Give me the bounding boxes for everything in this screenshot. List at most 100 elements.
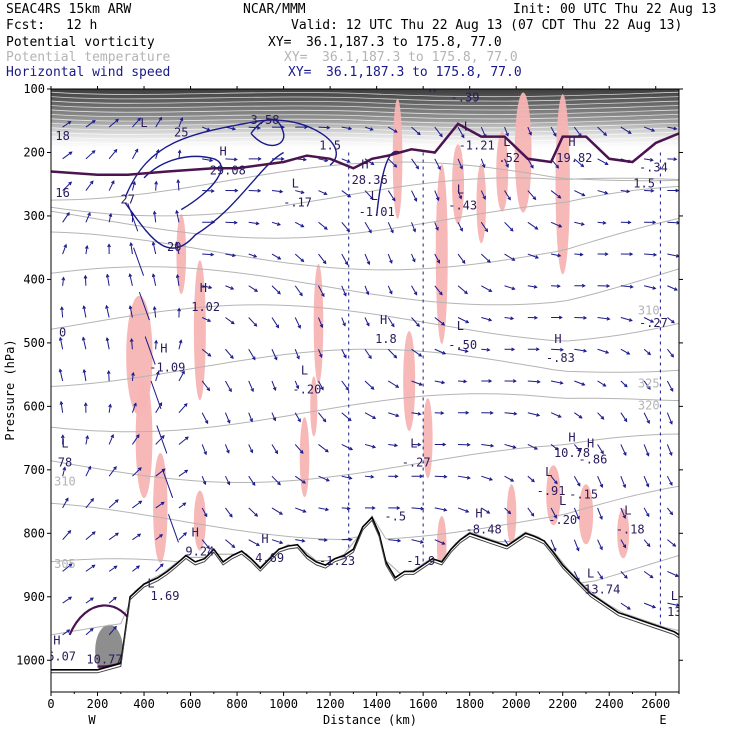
wind-arrowhead (105, 304, 109, 309)
wind-arrow (364, 158, 374, 165)
wind-arrow (387, 285, 393, 294)
wind-arrow (318, 190, 327, 195)
wind-arrowhead (250, 388, 254, 393)
wind-arrow (108, 466, 117, 477)
wind-arrowhead (253, 254, 258, 258)
wind-arrow (620, 507, 626, 519)
wind-arrowhead (249, 418, 253, 423)
wind-arrowhead (152, 210, 157, 215)
wind-arrowhead (368, 355, 372, 360)
wind-arrowhead (624, 575, 628, 579)
wind-arrow (457, 158, 463, 169)
wind-arrowhead (674, 573, 679, 577)
wind-arrow (294, 253, 304, 262)
pv-label: -.20 (292, 383, 321, 397)
wind-arrow (550, 221, 562, 228)
wind-arrowhead (647, 386, 651, 390)
wind-arrow (224, 475, 230, 485)
pv-label: L (545, 465, 552, 479)
wind-arrowhead (251, 482, 256, 486)
wind-arrowhead (513, 411, 518, 416)
wind-arrowhead (416, 131, 421, 136)
wind-arrow (108, 597, 117, 604)
wind-arrow (434, 126, 443, 137)
wind-arrow (85, 628, 94, 636)
wind-arrow (248, 285, 258, 292)
wind-arrow (434, 158, 441, 170)
wind-arrowhead (61, 276, 66, 281)
wind-arrowhead (302, 157, 307, 162)
wind-arrowhead (233, 157, 238, 162)
wind-arrowhead (60, 434, 65, 439)
pv-shading-band (51, 89, 679, 677)
wind-arrow (457, 285, 468, 294)
wind-arrow (667, 602, 679, 607)
wind-arrowhead (154, 339, 158, 344)
wind-arrow (248, 317, 257, 327)
wind-arrowhead (488, 477, 494, 481)
wind-arrowhead (276, 222, 281, 226)
wind-arrow (295, 539, 305, 542)
wind-arrowhead (231, 544, 236, 549)
x-tick-label: 2200 (548, 697, 577, 711)
wind-arrowhead (435, 197, 440, 202)
wind-arrow (573, 126, 582, 137)
wind-arrowhead (534, 315, 539, 320)
wind-arrow (294, 349, 300, 359)
wind-arrow (411, 348, 422, 357)
pv-band-line (51, 122, 679, 129)
wind-arrowhead (486, 347, 491, 352)
wind-arrowhead (68, 151, 73, 156)
wind-arrow (202, 158, 213, 162)
wind-arrowhead (254, 288, 259, 292)
wind-arrow (434, 380, 445, 384)
wind-arrow (295, 190, 304, 194)
wind-arrow (643, 380, 651, 390)
wind-arrowhead (512, 379, 517, 383)
wind-arrow (85, 245, 88, 255)
wind-arrowhead (204, 420, 209, 425)
field-theta-xy: 36.1,187.3 to 175.8, 77.0 (322, 50, 518, 65)
pv-band-line (51, 100, 679, 106)
wind-arrowhead (156, 370, 160, 375)
wind-arrowhead (673, 126, 678, 131)
wind-arrowhead (128, 305, 133, 310)
wind-arrow (131, 181, 136, 191)
pv-label: H (554, 332, 561, 346)
wind-arrow (85, 531, 96, 541)
wind-arrow (643, 602, 656, 608)
wind-arrowhead (343, 292, 347, 297)
wind-arrow (504, 253, 515, 261)
wind-arrowhead (669, 481, 673, 486)
wind-arrowhead (628, 318, 633, 322)
wind-arrowhead (210, 252, 215, 257)
wind-arrowhead (676, 603, 679, 607)
wind-arrowhead (530, 512, 535, 517)
wind-arrow (457, 126, 465, 138)
terrain-line-lower (51, 519, 679, 674)
pv-label: L (587, 567, 594, 581)
wind-arrow (480, 222, 488, 232)
wind-arrow (550, 412, 562, 418)
wind-arrow (150, 380, 162, 410)
pv-label: 27 (121, 192, 135, 206)
wind-arrow (341, 507, 350, 510)
pv-label: H (361, 157, 368, 171)
wind-arrow (83, 369, 87, 382)
wind-arrowhead (599, 575, 603, 580)
wind-arrowhead (622, 514, 626, 519)
wind-arrowhead (323, 538, 328, 542)
wind-arrowhead (342, 322, 346, 327)
wind-arrowhead (322, 418, 327, 423)
wind-arrowhead (672, 543, 677, 547)
wind-arrow (59, 337, 64, 350)
wind-arrowhead (435, 226, 439, 231)
wind-arrowhead (669, 387, 674, 392)
x-tick-label: 1400 (362, 697, 391, 711)
pv-label: H (192, 525, 199, 539)
wind-arrowhead (534, 255, 540, 259)
wind-arrowhead (348, 537, 353, 542)
theta-label: 305 (54, 557, 76, 571)
wind-arrowhead (583, 315, 588, 320)
wind-arrowhead (602, 220, 607, 225)
